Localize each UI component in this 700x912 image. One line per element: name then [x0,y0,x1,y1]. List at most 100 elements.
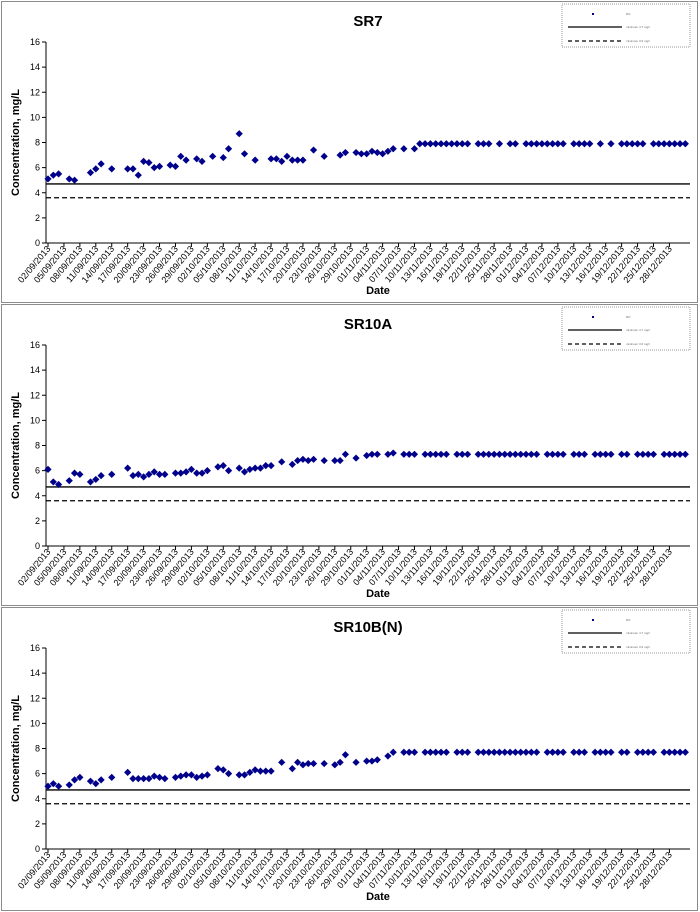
data-point [527,748,535,756]
data-point [676,450,684,458]
data-point [453,450,461,458]
data-point [495,140,504,148]
legend-label: minimum 4.7 mg/l [626,25,650,29]
data-point [352,454,360,462]
data-point [155,470,164,478]
data-point [432,450,440,458]
data-point [671,140,679,148]
y-tick-label: 10 [30,415,40,425]
data-point [267,767,275,775]
data-point [681,748,689,756]
data-point [607,450,615,458]
data-point [426,450,435,458]
y-tick-label: 6 [35,163,40,173]
data-point [124,464,132,472]
data-point [373,148,381,157]
y-tick-label: 10 [30,112,40,122]
data-point [198,772,206,780]
legend-marker-do [592,316,594,318]
legend-label: minimum 3.6 mg/l [626,39,650,43]
y-tick-label: 16 [30,340,40,350]
data-point [203,467,211,475]
data-point [373,450,381,458]
data-point [554,748,562,756]
data-point [320,456,328,465]
data-point [294,758,302,766]
legend-marker-do [592,13,594,15]
data-point [262,767,270,775]
data-point [203,771,211,779]
data-point [267,462,275,470]
data-point [368,147,376,155]
data-point [198,469,206,477]
data-point [97,160,105,168]
legend-label: DO [626,618,631,622]
data-point [463,748,472,756]
data-point [379,150,387,158]
data-point [511,748,519,756]
data-point [559,450,567,458]
data-point [517,748,525,756]
data-point [341,148,350,157]
data-point [49,780,57,788]
x-axis-label: Date [366,588,390,600]
legend: DO minimum 4.7 mg/l minimum 3.6 mg/l [561,609,691,654]
data-point [193,155,201,163]
data-point [618,450,626,458]
data-point [623,140,631,148]
data-point [596,140,604,148]
data-point [618,140,626,148]
y-tick-label: 16 [30,643,40,653]
data-point [607,140,615,148]
y-tick-label: 6 [35,769,40,779]
data-point [442,450,450,458]
data-point [665,140,674,148]
data-point [453,140,461,148]
y-tick-label: 14 [30,668,40,678]
data-point [458,450,466,458]
data-point [660,140,668,148]
data-point [299,156,307,164]
y-tick-label: 4 [35,188,40,198]
data-point [602,748,610,756]
data-point [548,450,557,458]
data-point [554,450,562,458]
data-point [304,456,312,465]
data-point [235,130,243,138]
data-point [511,450,519,458]
data-point [341,450,350,458]
data-point [92,780,100,788]
y-tick-label: 8 [35,138,40,148]
data-point [278,758,286,766]
data-point [410,145,419,153]
data-point [108,470,116,478]
data-point [479,450,488,458]
data-point [150,164,158,172]
data-point [309,455,318,463]
y-tick-label: 8 [35,441,40,451]
chart-title: SR7 [353,13,382,30]
data-point [543,140,551,148]
y-axis-label: Concentration, mg/L [10,392,22,499]
data-point [124,768,132,776]
data-point [533,140,541,148]
legend-box [561,3,691,48]
data-point [623,748,631,756]
data-point [463,140,472,148]
data-point [171,469,180,477]
data-point [389,145,397,153]
data-point [639,140,647,148]
data-point [272,155,280,163]
data-point [150,772,158,780]
y-tick-label: 8 [35,744,40,754]
data-point [639,748,647,756]
data-point [580,450,589,458]
data-point [437,140,445,148]
data-point [49,171,57,179]
data-point [442,748,450,756]
data-point [44,782,52,790]
data-point [65,175,73,183]
data-point [309,759,318,768]
data-point [570,140,578,148]
data-point [65,781,73,789]
